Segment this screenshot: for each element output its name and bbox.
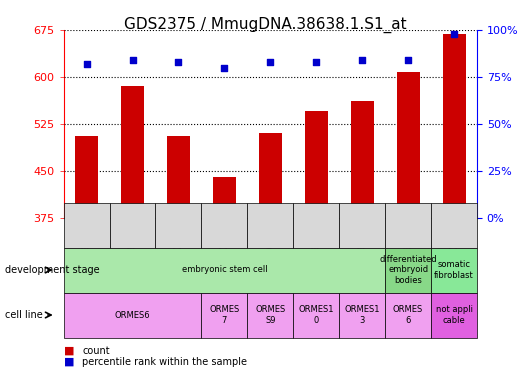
Text: ■: ■ [64, 357, 74, 367]
FancyBboxPatch shape [64, 292, 201, 338]
Text: differentiated
embryoid
bodies: differentiated embryoid bodies [379, 255, 437, 285]
Text: ■: ■ [64, 346, 74, 355]
FancyBboxPatch shape [110, 202, 155, 248]
Text: count: count [82, 346, 110, 355]
Text: ORMES
S9: ORMES S9 [255, 305, 286, 325]
FancyBboxPatch shape [431, 202, 477, 248]
Text: ORMES
6: ORMES 6 [393, 305, 423, 325]
Text: cell line: cell line [5, 310, 43, 320]
FancyBboxPatch shape [155, 202, 201, 248]
Bar [305, 111, 328, 375]
FancyBboxPatch shape [431, 292, 477, 338]
Bar [396, 72, 420, 375]
Bar [121, 86, 144, 375]
Bar [213, 177, 236, 375]
FancyBboxPatch shape [201, 202, 248, 248]
Point [174, 59, 183, 65]
Point [312, 59, 321, 65]
FancyBboxPatch shape [339, 202, 385, 248]
Text: ORMES
7: ORMES 7 [209, 305, 240, 325]
FancyBboxPatch shape [293, 292, 339, 338]
Text: GDS2375 / MmugDNA.38638.1.S1_at: GDS2375 / MmugDNA.38638.1.S1_at [123, 17, 407, 33]
Bar [443, 34, 465, 375]
FancyBboxPatch shape [385, 202, 431, 248]
FancyBboxPatch shape [248, 292, 293, 338]
Bar [259, 133, 282, 375]
FancyBboxPatch shape [293, 202, 339, 248]
Point [266, 59, 275, 65]
Point [404, 57, 412, 63]
Text: embryonic stem cell: embryonic stem cell [182, 266, 267, 274]
Text: percentile rank within the sample: percentile rank within the sample [82, 357, 247, 367]
Point [358, 57, 366, 63]
FancyBboxPatch shape [339, 292, 385, 338]
FancyBboxPatch shape [201, 292, 248, 338]
FancyBboxPatch shape [64, 202, 110, 248]
Text: ORMES1
3: ORMES1 3 [344, 305, 380, 325]
Text: somatic
fibroblast: somatic fibroblast [434, 260, 474, 280]
Text: not appli
cable: not appli cable [436, 305, 473, 325]
Text: development stage: development stage [5, 265, 100, 275]
Point [82, 61, 91, 67]
FancyBboxPatch shape [431, 248, 477, 292]
Point [220, 64, 228, 70]
FancyBboxPatch shape [248, 202, 293, 248]
Text: ORMES6: ORMES6 [114, 310, 151, 320]
Bar [167, 136, 190, 375]
FancyBboxPatch shape [64, 248, 385, 292]
Point [128, 57, 137, 63]
Bar [75, 136, 98, 375]
Point [450, 31, 458, 37]
Bar [351, 100, 374, 375]
Text: ORMES1
0: ORMES1 0 [298, 305, 334, 325]
FancyBboxPatch shape [385, 292, 431, 338]
FancyBboxPatch shape [385, 248, 431, 292]
